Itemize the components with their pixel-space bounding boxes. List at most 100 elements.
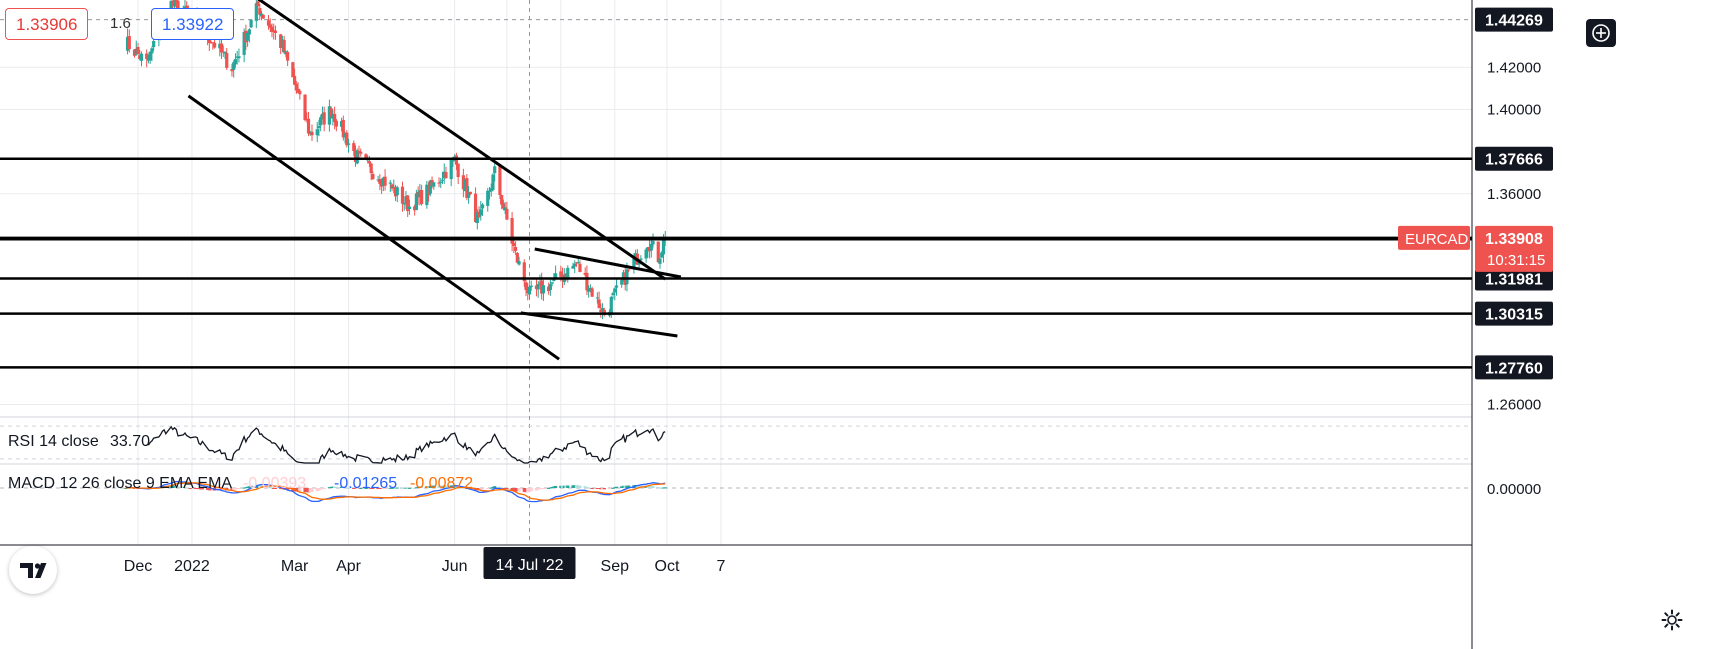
macd-histogram-bar (526, 488, 530, 493)
candle-body (357, 150, 361, 153)
candle-body (477, 211, 481, 218)
macd-histogram-bar (359, 487, 363, 489)
macd-histogram-bar (235, 488, 239, 490)
macd-histogram-bar (505, 488, 509, 489)
macd-histogram-bar (232, 488, 236, 491)
macd-histogram-bar (402, 487, 406, 489)
price-axis[interactable]: 1.42000 1.40000 1.36000 1.26000 1.44269 1.376… (1398, 0, 1725, 649)
time-tick-label: Jun (442, 558, 468, 575)
candle-body (439, 181, 443, 183)
macd-histogram-bar (171, 485, 175, 488)
macd-histogram-bar (303, 488, 307, 493)
candle-body (578, 263, 582, 272)
macd-histogram-bar (585, 487, 589, 489)
macd-histogram-bar (426, 486, 431, 488)
tradingview-logo[interactable] (9, 546, 57, 594)
candle-body (613, 288, 617, 293)
candle-body (258, 8, 262, 15)
candle-body (646, 247, 650, 252)
macd-histogram-bar (437, 485, 441, 488)
macd-histogram-bar (369, 488, 373, 489)
macd-histogram-bar (124, 488, 128, 489)
sell-price-button[interactable]: 1.33906 (5, 8, 89, 40)
time-axis[interactable]: Dec2022MarAprJunJul2SepOct714 Jul '22 (124, 547, 726, 579)
macd-histogram-bar (199, 488, 203, 490)
candle-body (150, 48, 154, 54)
macd-histogram-bar (442, 485, 446, 488)
candle-body (209, 42, 213, 44)
macd-histogram-bar (209, 488, 213, 491)
macd-histogram-bar (388, 487, 392, 489)
candle-body (540, 280, 544, 294)
macd-histogram-bar (181, 486, 185, 488)
candle-body (138, 55, 142, 60)
macd-histogram-bar (393, 487, 398, 489)
buy-price-button[interactable]: 1.33922 (151, 8, 235, 40)
candle-body (376, 179, 380, 181)
candle-body (517, 261, 521, 265)
candle-body (468, 191, 472, 195)
macd-histogram-bar (395, 487, 399, 489)
macd-histogram-bar (529, 488, 533, 492)
candle-body (378, 179, 382, 184)
candle-body (284, 51, 288, 55)
candle-body (367, 161, 372, 164)
macd-histogram-bar (540, 488, 544, 489)
candle-body (420, 190, 424, 204)
time-tick-label: Apr (336, 558, 362, 575)
macd-histogram-bar (306, 488, 311, 493)
candle-body (345, 132, 349, 146)
macd-histogram-bar (480, 488, 485, 490)
candle-body (566, 267, 570, 280)
candle-body (414, 193, 418, 211)
candle-body (413, 206, 417, 211)
candle-body (172, 0, 177, 7)
candle-body (353, 150, 358, 162)
candle-body (486, 190, 490, 206)
candle-body (418, 190, 422, 198)
macd-histogram-bar (279, 488, 283, 490)
candle-body (152, 41, 156, 48)
macd-histogram-bar (597, 488, 601, 489)
trendline (187, 94, 560, 361)
macd-histogram-bar (242, 487, 246, 489)
price-level-label: 1.30315 (1485, 307, 1543, 324)
sell-price: 1.33906 (16, 15, 78, 34)
macd-histogram-bar (258, 485, 262, 488)
candle-body (529, 285, 533, 288)
candle-body (273, 30, 278, 33)
candle-body (634, 253, 638, 258)
candle-body (416, 191, 420, 197)
macd-histogram-bar (207, 488, 211, 491)
macd-histogram-bar (249, 485, 253, 488)
candle-body (339, 121, 344, 127)
macd-histogram-bar (663, 487, 667, 489)
add-alert-button[interactable] (1586, 19, 1616, 47)
macd-histogram-bar (172, 485, 177, 488)
time-tick-label: 2022 (174, 558, 210, 575)
candle-body (207, 39, 211, 43)
candle-body (451, 158, 455, 162)
macd-histogram-bar (406, 487, 410, 489)
candle-body (621, 272, 626, 281)
macd-histogram-bar (381, 488, 385, 489)
macd-histogram-bar (620, 486, 624, 488)
macd-histogram-bar (345, 487, 349, 489)
macd-histogram-bar (407, 487, 412, 489)
buy-price: 1.33922 (162, 15, 224, 34)
macd-histogram-bar (230, 488, 234, 491)
candle-body (223, 51, 227, 54)
candle-body (232, 62, 236, 70)
time-tick-label: Sep (601, 558, 630, 575)
macd-histogram-bar (453, 485, 457, 488)
candle-body (475, 212, 479, 223)
macd-histogram-bar (479, 488, 483, 491)
macd-histogram-bar (656, 487, 660, 489)
candle-body (334, 120, 338, 127)
macd-histogram-bar (517, 488, 521, 492)
time-tick-label: Dec (124, 558, 152, 575)
macd-histogram-bar (383, 488, 387, 489)
macd-histogram-bar (367, 487, 372, 489)
chart-settings-button[interactable] (1660, 608, 1684, 632)
